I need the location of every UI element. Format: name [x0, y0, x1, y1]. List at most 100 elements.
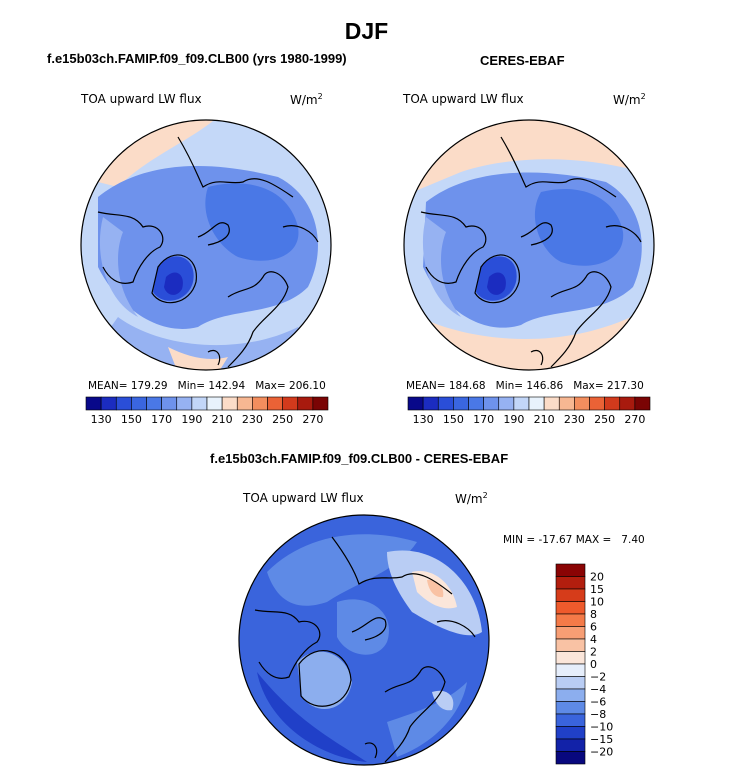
model-colorbar-box — [85, 396, 102, 411]
model-colorbar-box — [115, 396, 132, 411]
coastline — [500, 136, 617, 198]
diff-max-value: 7.40 — [621, 534, 645, 546]
diff-colorbar-tick-label: 10 — [590, 596, 604, 609]
diff-colorbar-box — [555, 738, 586, 752]
model-units-label: W/m2 — [290, 92, 323, 107]
greenland-core — [487, 272, 506, 295]
obs-max-value: 217.30 — [607, 380, 644, 392]
obs-colorbar-box — [558, 396, 575, 411]
model-colorbar-box — [131, 396, 147, 411]
greenland-coast — [474, 254, 520, 304]
coastline — [550, 271, 612, 368]
diff-region — [267, 534, 417, 606]
map-boundary — [403, 119, 655, 371]
diff-colorbar-box — [555, 751, 586, 765]
obs-colorbar-box — [407, 396, 424, 411]
diff-colorbar-tick-label: −10 — [590, 721, 613, 734]
obs-colorbar-box — [634, 396, 651, 411]
diff-colorbar-tick-label: −2 — [590, 671, 606, 684]
model-colorbar-tick-label: 250 — [272, 413, 293, 426]
obs-colorbar-box — [574, 396, 590, 411]
model-colorbar-box — [221, 396, 238, 411]
obs-variable-label: TOA upward LW flux — [403, 92, 524, 106]
obs-colorbar-box — [468, 396, 484, 411]
obs-units-label: W/m2 — [613, 92, 646, 107]
obs-colorbar-box — [483, 396, 500, 411]
pacific-region — [99, 217, 138, 317]
diff-colorbar-tick-label: −8 — [590, 708, 606, 721]
obs-colorbar-tick-label: 150 — [443, 413, 464, 426]
diff-region — [257, 672, 367, 762]
model-max-value: 206.10 — [289, 380, 326, 392]
diff-units-label: W/m2 — [455, 491, 488, 506]
diff-colorbar-tick-label: −15 — [590, 733, 613, 746]
obs-colorbar-tick-label: 190 — [503, 413, 524, 426]
diff-colorbar-box — [555, 663, 586, 677]
obs-stats: MEAN= 184.68 Min= 146.86 Max= 217.30 — [406, 380, 644, 392]
obs-colorbar-box — [589, 396, 605, 411]
diff-colorbar-box — [555, 688, 586, 702]
diff-colorbar-box — [555, 676, 586, 690]
obs-colorbar-box — [543, 396, 560, 411]
diff-colorbar-box — [555, 651, 586, 665]
greenland-diff-region — [297, 651, 352, 709]
coastline — [420, 211, 487, 284]
model-colorbar-box — [312, 396, 329, 411]
model-colorbar-box — [206, 396, 223, 411]
model-colorbar-tick-label: 270 — [302, 413, 323, 426]
diff-colorbar-tick-label: −6 — [590, 696, 606, 709]
obs-colorbar-tick-label: 270 — [624, 413, 645, 426]
model-colorbar-box — [161, 396, 178, 411]
coastline — [351, 617, 387, 641]
obs-colorbar-tick-label: 250 — [594, 413, 615, 426]
coastline — [177, 136, 294, 198]
model-colorbar-tick-label: 150 — [121, 413, 142, 426]
model-colorbar-tick-label: 230 — [242, 413, 263, 426]
diff-colorbar-box — [555, 701, 586, 715]
model-colorbar-tick-label: 170 — [151, 413, 172, 426]
diff-colorbar-box — [555, 626, 586, 640]
obs-colorbar-box — [437, 396, 454, 411]
coastline — [331, 536, 453, 595]
diff-colorbar-tick-label: −4 — [590, 683, 606, 696]
coastline — [364, 742, 378, 759]
greenland-coast — [151, 254, 197, 304]
figure-title: DJF — [344, 18, 389, 44]
obs-panel-title: CERES-EBAF — [480, 53, 565, 68]
pacific-region — [422, 217, 461, 317]
cold-region — [205, 183, 299, 261]
coastline — [254, 609, 321, 679]
coastline — [530, 349, 544, 366]
coastline — [97, 211, 164, 284]
obs-colorbar-tick-label: 210 — [534, 413, 555, 426]
diff-colorbar-box — [555, 601, 586, 615]
model-stats: MEAN= 179.29 Min= 142.94 Max= 206.10 — [88, 380, 326, 392]
coastline — [520, 222, 553, 246]
coastline — [605, 225, 642, 243]
model-colorbar-tick-label: 130 — [91, 413, 112, 426]
diff-colorbar-tick-label: 0 — [590, 658, 597, 671]
model-colorbar-box — [267, 396, 283, 411]
diff-region — [337, 599, 389, 655]
obs-colorbar-box — [422, 396, 439, 411]
diff-colorbar-tick-label: 20 — [590, 571, 604, 584]
model-colorbar-box — [282, 396, 299, 411]
model-colorbar: 130 150 170 190 210 230 250 270 — [85, 396, 329, 426]
diff-colorbar-box — [555, 713, 586, 727]
coastline — [282, 225, 319, 243]
model-colorbar-tick-label: 190 — [181, 413, 202, 426]
diff-min-value: -17.67 — [538, 534, 573, 546]
obs-colorbar-tick-label: 130 — [413, 413, 434, 426]
model-panel-title: f.e15b03ch.FAMIP.f09_f09.CLB00 (yrs 1980… — [47, 51, 347, 66]
obs-colorbar: 130 150 170 190 210 230 250 270 — [407, 396, 651, 426]
model-colorbar-box — [100, 396, 117, 411]
model-min-value: 142.94 — [208, 380, 246, 392]
model-colorbar-tick-label: 210 — [212, 413, 233, 426]
obs-polar-map — [403, 119, 655, 371]
cold-region — [534, 188, 624, 266]
diff-stats: MIN = -17.67 MAX = 7.40 — [503, 534, 645, 546]
obs-colorbar-tick-label: 170 — [473, 413, 494, 426]
model-colorbar-box — [252, 396, 268, 411]
obs-colorbar-box — [604, 396, 621, 411]
